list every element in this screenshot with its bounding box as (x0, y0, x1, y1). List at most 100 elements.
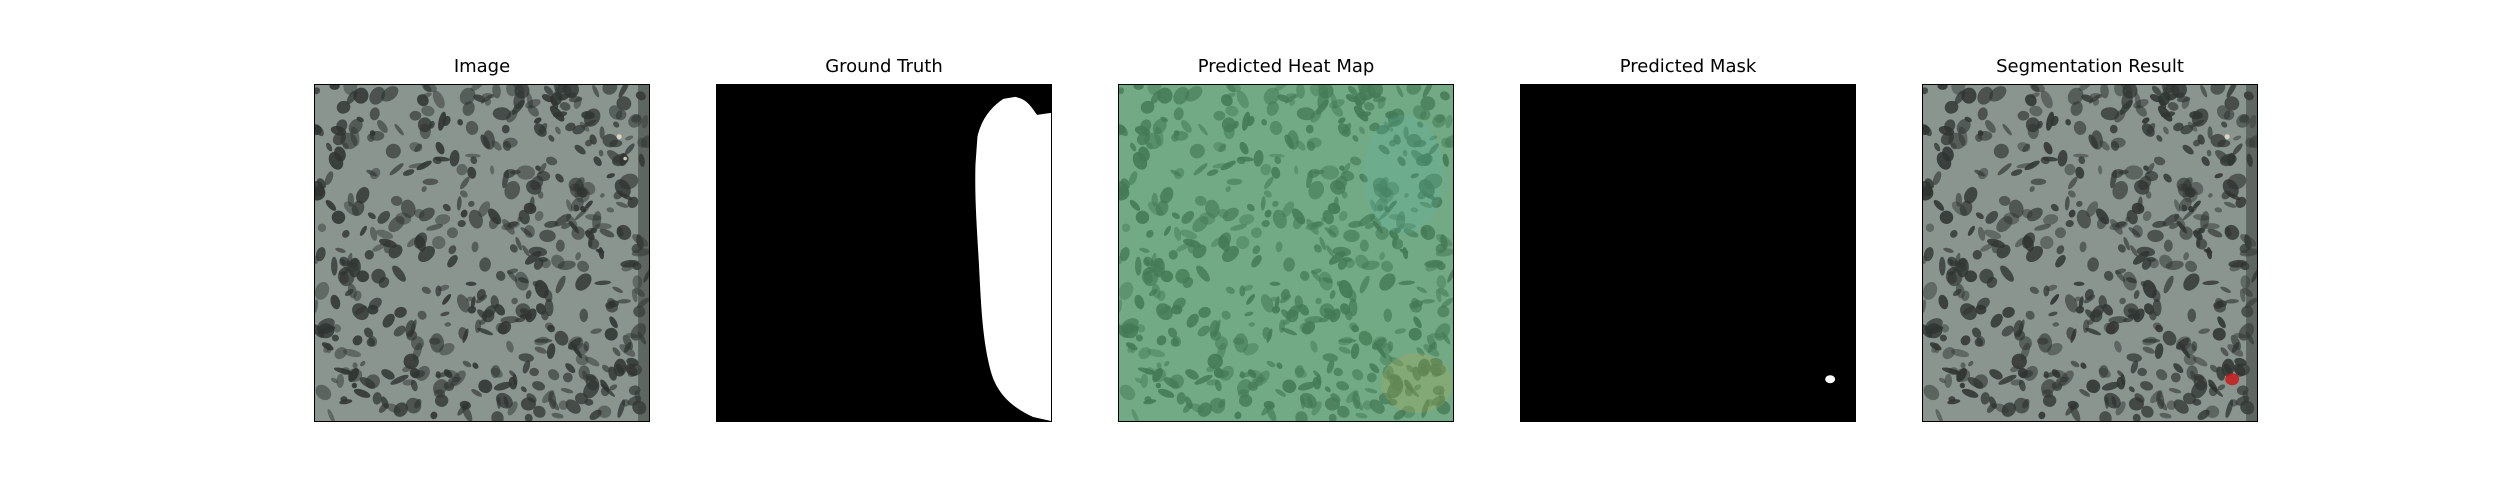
texture-spot (2065, 220, 2074, 228)
texture-spot (1959, 382, 1966, 389)
texture-spot (2210, 364, 2219, 373)
texture-spot (402, 379, 416, 386)
texture-spot (580, 206, 587, 213)
texture-spot (364, 250, 374, 260)
texture-spot (2102, 304, 2114, 316)
texture-spot (2056, 245, 2065, 255)
texture-spot (2223, 201, 2237, 208)
texture-spot (394, 306, 407, 318)
texture-spot (465, 153, 481, 158)
texture-spot (2167, 102, 2179, 111)
texture-spot (2040, 90, 2053, 109)
texture-spot (1956, 118, 1971, 135)
texture-spot (2029, 105, 2043, 117)
texture-spot (2145, 191, 2152, 199)
texture-spot (492, 107, 512, 121)
texture-spot (2037, 120, 2043, 129)
texture-spot (548, 135, 555, 142)
texture-spot (2070, 405, 2081, 421)
texture-spot (336, 373, 345, 388)
texture-spot (2189, 111, 2203, 120)
texture-spot (2214, 207, 2223, 213)
texture-spot (2040, 236, 2054, 250)
texture-spot (518, 353, 534, 363)
texture-spot (2173, 122, 2184, 132)
texture-spot (471, 241, 479, 253)
texture-spot (1975, 212, 1984, 220)
texture-spot (2225, 226, 2232, 237)
texture-spot (621, 261, 636, 272)
texture-spot (1990, 313, 2003, 328)
texture-spot (1998, 374, 2017, 385)
texture-spot (481, 309, 495, 323)
texture-spot (1997, 163, 2012, 176)
texture-spot (1967, 377, 1984, 389)
texture-spot (624, 143, 635, 155)
texture-spot (2166, 400, 2177, 410)
texture-spot (2076, 209, 2091, 229)
texture-spot (440, 311, 450, 317)
texture-spot (1951, 349, 1970, 358)
texture-spot (1961, 388, 1979, 398)
texture-spot (2029, 186, 2035, 193)
texture-spot (533, 123, 547, 137)
texture-spot (448, 245, 457, 255)
texture-spot (421, 186, 427, 193)
texture-spot (2193, 214, 2210, 221)
texture-spot (2074, 296, 2081, 302)
texture-spot (1934, 142, 1941, 152)
texture-spot (2153, 156, 2166, 166)
texture-spot (584, 356, 600, 367)
texture-spot (2017, 368, 2028, 378)
texture-spot (2207, 126, 2213, 140)
texture-spot (2002, 123, 2012, 136)
texture-spot (442, 203, 451, 212)
texture-spot (1961, 87, 1977, 104)
texture-spot (1950, 230, 1958, 238)
texture-spot (2182, 343, 2197, 355)
texture-spot (563, 85, 579, 98)
panel-predicted-mask: Predicted Mask (1520, 0, 1856, 500)
texture-spot (2149, 310, 2157, 321)
texture-spot (604, 327, 618, 341)
texture-spot (1964, 270, 1978, 283)
texture-spot (537, 191, 544, 199)
texture-spot (491, 140, 502, 151)
texture-spot (2108, 316, 2128, 324)
texture-spot (612, 347, 621, 357)
texture-spot (2156, 135, 2163, 142)
texture-spot (2078, 85, 2092, 92)
texture-spot (2165, 260, 2184, 271)
texture-spot (2040, 156, 2050, 165)
texture-spot (2191, 380, 2208, 399)
texture-spot (418, 207, 435, 222)
texture-spot (2128, 386, 2135, 393)
texture-spot (1959, 200, 1973, 217)
texture-spot (2157, 398, 2168, 411)
texture-spot (2232, 143, 2243, 155)
texture-spot (2057, 149, 2068, 167)
texture-spot (2100, 85, 2109, 99)
texture-spot (2111, 396, 2117, 408)
texture-spot (627, 395, 642, 406)
texture-spot (494, 304, 506, 316)
texture-spot (616, 96, 632, 111)
texture-spot (1996, 244, 2011, 259)
ground-truth-frame (716, 84, 1052, 422)
texture-spot (1944, 100, 1959, 114)
texture-spot (609, 384, 618, 391)
texture-spot (1929, 342, 1942, 351)
texture-spot (609, 139, 623, 148)
texture-spot (2206, 149, 2212, 157)
texture-spot (369, 107, 380, 121)
texture-spot (476, 289, 486, 301)
texture-spot (501, 124, 510, 134)
texture-spot (512, 374, 518, 386)
texture-spot (2119, 297, 2126, 305)
texture-spot (2142, 117, 2150, 124)
image-frame (314, 84, 650, 422)
texture-spot (615, 363, 625, 375)
texture-spot (2210, 85, 2226, 95)
texture-spot (331, 377, 338, 384)
texture-spot (554, 213, 572, 227)
